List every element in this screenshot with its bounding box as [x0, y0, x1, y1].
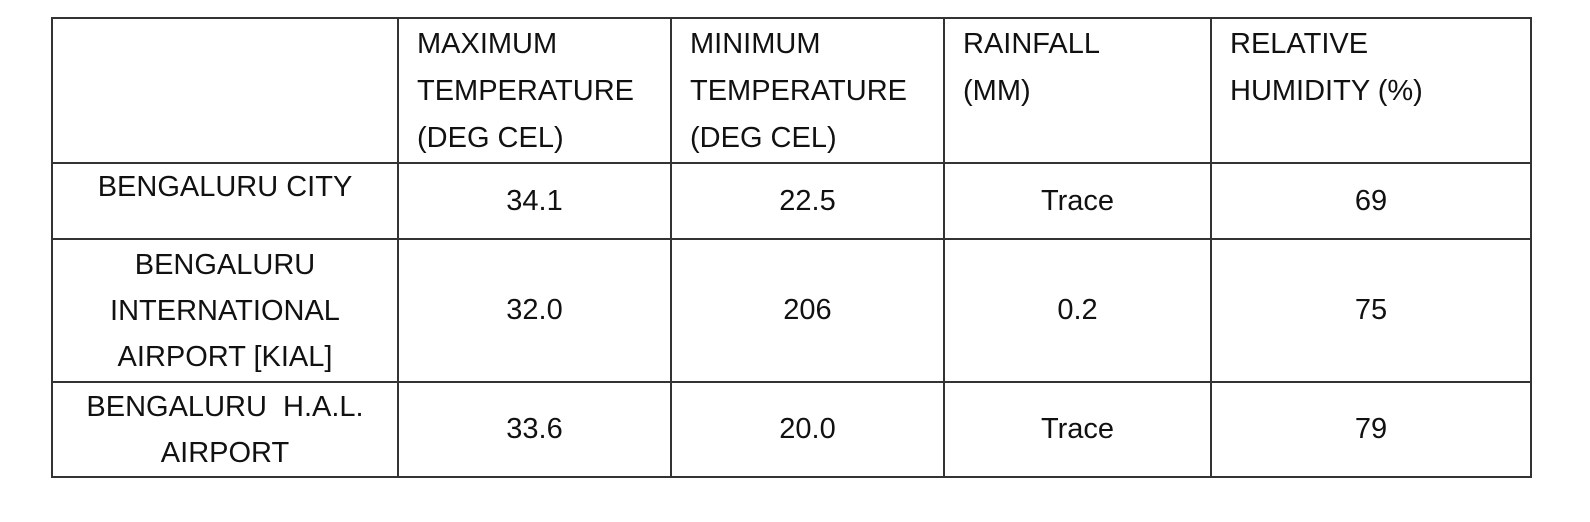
cell-line: 32.0 — [506, 294, 563, 326]
cell-line: TEMPERATURE — [690, 75, 907, 107]
cell-line: (DEG CEL) — [690, 122, 837, 154]
header-cell: RAINFALL (MM) — [943, 17, 1212, 164]
cell-line: BENGALURU H.A.L. — [86, 390, 364, 423]
row-label: BENGALURU INTERNATIONAL AIRPORT [KIAL] — [51, 238, 399, 383]
cell-line: 206 — [783, 294, 832, 326]
table-body: MAXIMUM TEMPERATURE (DEG CEL) MINIMUM TEMPER… — [51, 17, 1532, 478]
row-label: BENGALURU H.A.L. AIRPORT — [51, 381, 399, 478]
cell-line: BENGALURU — [134, 248, 316, 281]
cell-line: TEMPERATURE — [417, 75, 634, 107]
data-cell: 20.0 — [670, 381, 945, 478]
cell-line: 33.6 — [506, 413, 563, 445]
data-cell: Trace — [943, 162, 1212, 240]
cell-line: 34.1 — [506, 184, 563, 217]
header-cell: MINIMUM TEMPERATURE (DEG CEL) — [670, 17, 945, 164]
data-cell: 22.5 — [670, 162, 945, 240]
cell-line: (MM) — [963, 75, 1031, 107]
data-cell: 69 — [1210, 162, 1532, 240]
header-cell: MAXIMUM TEMPERATURE (DEG CEL) — [397, 17, 672, 164]
data-cell: 75 — [1210, 238, 1532, 383]
cell-line: AIRPORT — [160, 436, 290, 469]
data-row: BENGALURU INTERNATIONAL AIRPORT [KIAL] 32.0… — [51, 238, 1532, 383]
data-cell: 34.1 — [397, 162, 672, 240]
cell-line: Trace — [1040, 184, 1115, 217]
header-row: MAXIMUM TEMPERATURE (DEG CEL) MINIMUM TEMPER… — [51, 17, 1532, 164]
cell-line: Trace — [1040, 413, 1115, 445]
cell-line: MINIMUM — [690, 28, 821, 60]
data-cell: 32.0 — [397, 238, 672, 383]
cell-line: 69 — [1354, 184, 1388, 217]
header-cell: RELATIVE HUMIDITY (%) — [1210, 17, 1532, 164]
data-row: BENGALURU H.A.L. AIRPORT 33.6 20.0 Trace 79 — [51, 381, 1532, 478]
data-cell: 206 — [670, 238, 945, 383]
cell-line: RELATIVE — [1230, 28, 1369, 60]
cell-line: (DEG CEL) — [417, 122, 564, 154]
cell-line: AIRPORT [KIAL] — [117, 340, 333, 373]
cell-line: 20.0 — [779, 413, 836, 445]
row-label: BENGALURU CITY — [51, 162, 399, 240]
cell-line: INTERNATIONAL — [110, 294, 340, 327]
data-row: BENGALURU CITY 34.1 22.5 Trace 69 — [51, 162, 1532, 240]
cell-line: 0.2 — [1057, 294, 1098, 326]
weather-table: MAXIMUM TEMPERATURE (DEG CEL) MINIMUM TEMPER… — [51, 17, 1532, 478]
data-cell: 33.6 — [397, 381, 672, 478]
cell-line: MAXIMUM — [417, 28, 558, 60]
cell-line: 75 — [1354, 294, 1388, 326]
cell-line: HUMIDITY (%) — [1230, 75, 1423, 107]
cell-line: RAINFALL — [963, 28, 1100, 60]
header-cell — [51, 17, 399, 164]
cell-line: BENGALURU CITY — [97, 171, 353, 203]
data-cell: 79 — [1210, 381, 1532, 478]
data-cell: 0.2 — [943, 238, 1212, 383]
data-cell: Trace — [943, 381, 1212, 478]
cell-line: 22.5 — [779, 184, 836, 217]
cell-line: 79 — [1354, 413, 1388, 445]
